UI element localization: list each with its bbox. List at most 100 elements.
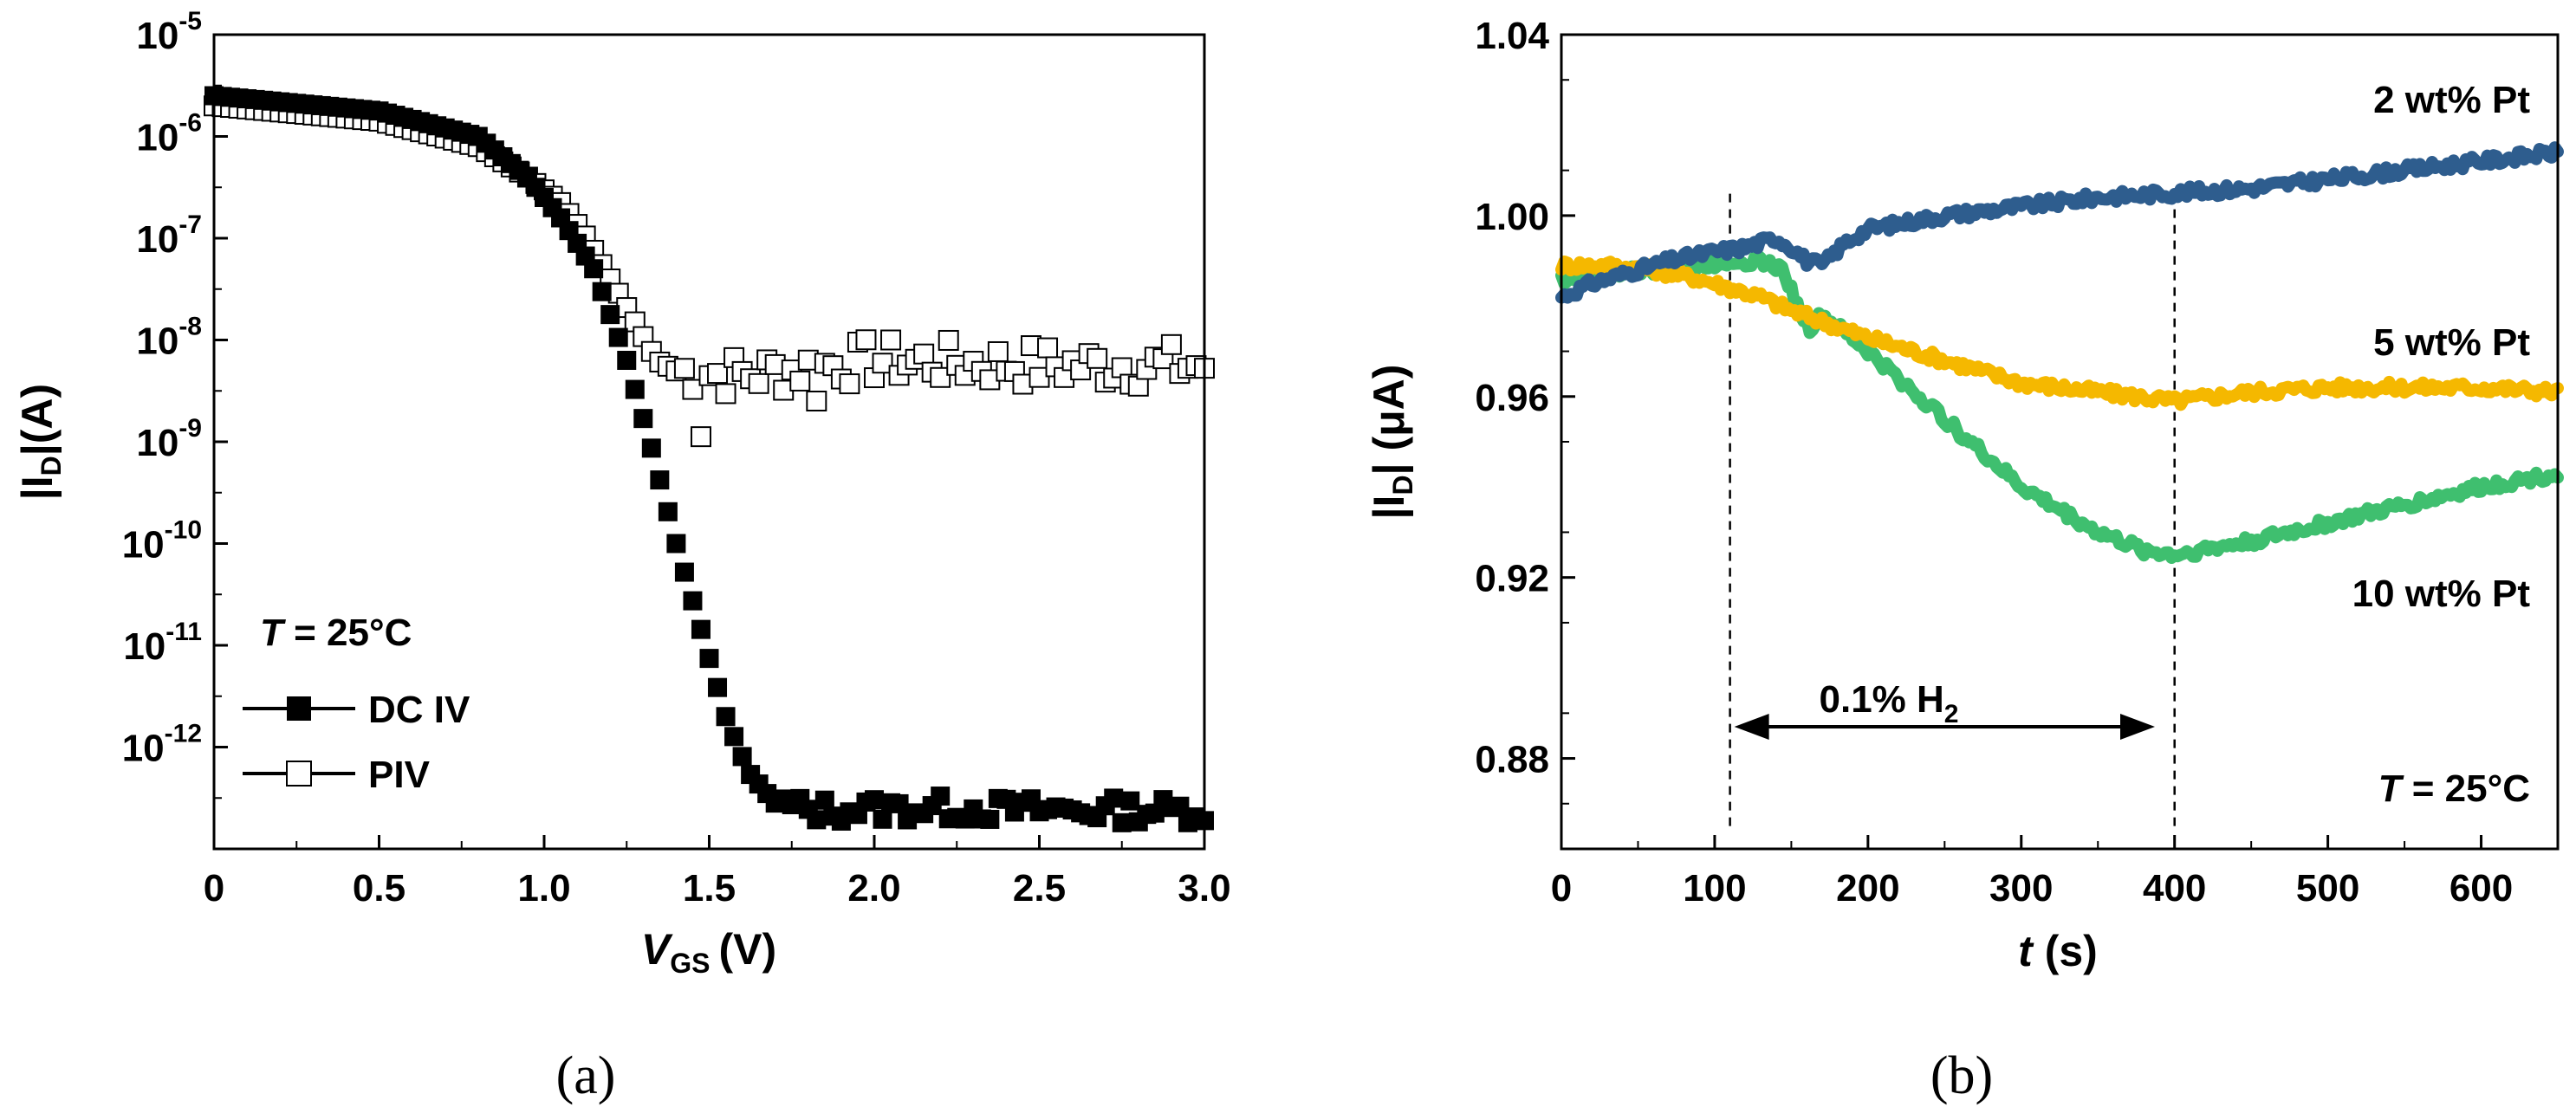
piv-point xyxy=(1087,347,1108,369)
panel-a: 0 0.5 1.0 1.5 2.0 2.5 3.0 10-5 10-6 10-7 10-8 10-9… xyxy=(13,7,1231,1105)
piv-point xyxy=(855,329,877,351)
dc-iv-point xyxy=(931,787,951,806)
b-x-tick-label: 100 xyxy=(1683,867,1746,910)
legend-label-piv: PIV xyxy=(368,754,431,796)
dc-iv-point xyxy=(1120,791,1140,811)
dc-iv-point xyxy=(674,562,694,582)
dc-iv-point xyxy=(633,409,653,429)
piv-point xyxy=(789,370,811,392)
series-line-0 xyxy=(1555,141,2564,304)
panel-b-temperature-annotation: T = 25°C xyxy=(2378,767,2530,810)
panel-b: 0 100 200 300 400 500 600 0.88 0.92 0.96 1.00 1.04… xyxy=(1365,15,2564,1105)
piv-point xyxy=(1037,337,1059,359)
a-y-tick-label: 10-5 xyxy=(136,7,202,57)
panel-b-caption: (b) xyxy=(1930,1046,1993,1105)
dc-iv-point xyxy=(708,677,728,697)
b-x-tick-label: 200 xyxy=(1836,867,1899,910)
panel-b-series xyxy=(1555,141,2564,564)
piv-point xyxy=(715,383,736,405)
a-y-tick-label: 10-9 xyxy=(136,414,202,464)
panel-a-y-tick-labels: 10-5 10-6 10-7 10-8 10-9 10-10 10-11 10-12 xyxy=(122,7,202,770)
panel-b-y-axis-label: |ID| (μA) xyxy=(1365,365,1418,520)
h2-exposure-arrow xyxy=(1734,714,2155,740)
piv-point xyxy=(938,329,959,351)
a-x-tick-label: 0 xyxy=(204,867,224,910)
panel-a-frame xyxy=(212,33,1206,851)
piv-point xyxy=(880,329,902,351)
piv-point xyxy=(913,343,935,365)
legend-label-dc-iv: DC IV xyxy=(368,689,470,731)
panel-a-x-axis-label: VGS (V) xyxy=(641,925,776,979)
b-y-tick-label: 0.92 xyxy=(1475,558,1549,600)
dc-iv-point xyxy=(865,790,884,810)
panel-b-y-tick-labels: 0.88 0.92 0.96 1.00 1.04 xyxy=(1475,15,1549,781)
dc-iv-point xyxy=(650,470,670,490)
piv-point xyxy=(806,391,827,411)
panel-a-y-axis-label: |ID|(A) xyxy=(13,384,67,500)
dc-iv-point xyxy=(691,619,711,639)
a-x-tick-label: 0.5 xyxy=(353,867,406,910)
panel-a-x-tick-labels: 0 0.5 1.0 1.5 2.0 2.5 3.0 xyxy=(204,867,1231,910)
dc-iv-point xyxy=(724,727,744,747)
dc-iv-point xyxy=(980,809,1000,829)
dc-iv-point xyxy=(584,259,604,279)
b-x-tick-label: 0 xyxy=(1551,867,1572,910)
b-y-tick-label: 0.88 xyxy=(1475,739,1549,781)
label-5wt-pt: 5 wt% Pt xyxy=(2373,321,2530,364)
label-10wt-pt: 10 wt% Pt xyxy=(2352,573,2531,615)
a-y-tick-label: 10-12 xyxy=(122,720,202,770)
dc-iv-point xyxy=(666,534,686,554)
arrow-head-left xyxy=(1734,714,1769,740)
dc-iv-point xyxy=(807,810,827,830)
piv-point xyxy=(707,363,729,385)
series-piv xyxy=(204,95,1215,448)
piv-point xyxy=(1028,366,1050,388)
h2-exposure-label: 0.1% H2 xyxy=(1820,678,1959,728)
dc-iv-point xyxy=(1104,788,1124,808)
a-y-tick-label: 10-6 xyxy=(136,109,202,159)
piv-point xyxy=(673,358,695,379)
a-x-tick-label: 1.0 xyxy=(517,867,570,910)
series-line-1 xyxy=(1555,256,2564,411)
piv-point xyxy=(682,379,704,400)
dc-iv-point xyxy=(716,707,736,727)
dc-iv-point xyxy=(732,747,752,767)
piv-point xyxy=(930,366,951,388)
panel-a-legend: DC IV PIV xyxy=(243,689,470,796)
panel-b-exposure-markers xyxy=(1729,193,2176,832)
dc-iv-point xyxy=(600,305,620,325)
b-x-tick-label: 600 xyxy=(2449,867,2513,910)
panel-b-x-axis-label: t (s) xyxy=(2018,927,2098,975)
piv-point xyxy=(690,426,711,448)
panel-b-x-tick-labels: 0 100 200 300 400 500 600 xyxy=(1551,867,2513,910)
dc-iv-point xyxy=(1112,812,1132,832)
panel-a-temperature-annotation: T = 25°C xyxy=(260,612,412,654)
a-y-tick-label: 10-11 xyxy=(123,618,202,668)
dc-iv-point xyxy=(683,591,703,611)
dc-iv-point xyxy=(814,790,834,810)
legend-marker-piv xyxy=(286,761,312,787)
label-2wt-pt: 2 wt% Pt xyxy=(2373,79,2530,121)
piv-point xyxy=(872,353,893,374)
piv-point xyxy=(987,340,1009,362)
b-y-tick-label: 1.04 xyxy=(1475,15,1549,57)
dc-iv-point xyxy=(699,649,719,669)
b-x-tick-label: 400 xyxy=(2143,867,2206,910)
legend-item-piv: PIV xyxy=(243,754,431,796)
b-x-tick-label: 300 xyxy=(1989,867,2053,910)
piv-point xyxy=(748,372,769,394)
b-y-tick-label: 1.00 xyxy=(1475,196,1549,238)
dc-iv-point xyxy=(1170,796,1190,816)
panel-b-frame xyxy=(1560,33,2560,851)
dc-iv-point xyxy=(592,282,612,301)
a-y-tick-label: 10-8 xyxy=(136,313,202,363)
series-line-2 xyxy=(1555,249,2564,564)
dc-iv-point xyxy=(625,379,645,399)
b-y-tick-label: 0.96 xyxy=(1475,377,1549,419)
dc-iv-point xyxy=(617,351,637,370)
a-y-tick-label: 10-10 xyxy=(122,516,202,566)
a-x-tick-label: 2.5 xyxy=(1013,867,1066,910)
arrow-head-right xyxy=(2120,714,2155,740)
a-x-tick-label: 3.0 xyxy=(1178,867,1230,910)
